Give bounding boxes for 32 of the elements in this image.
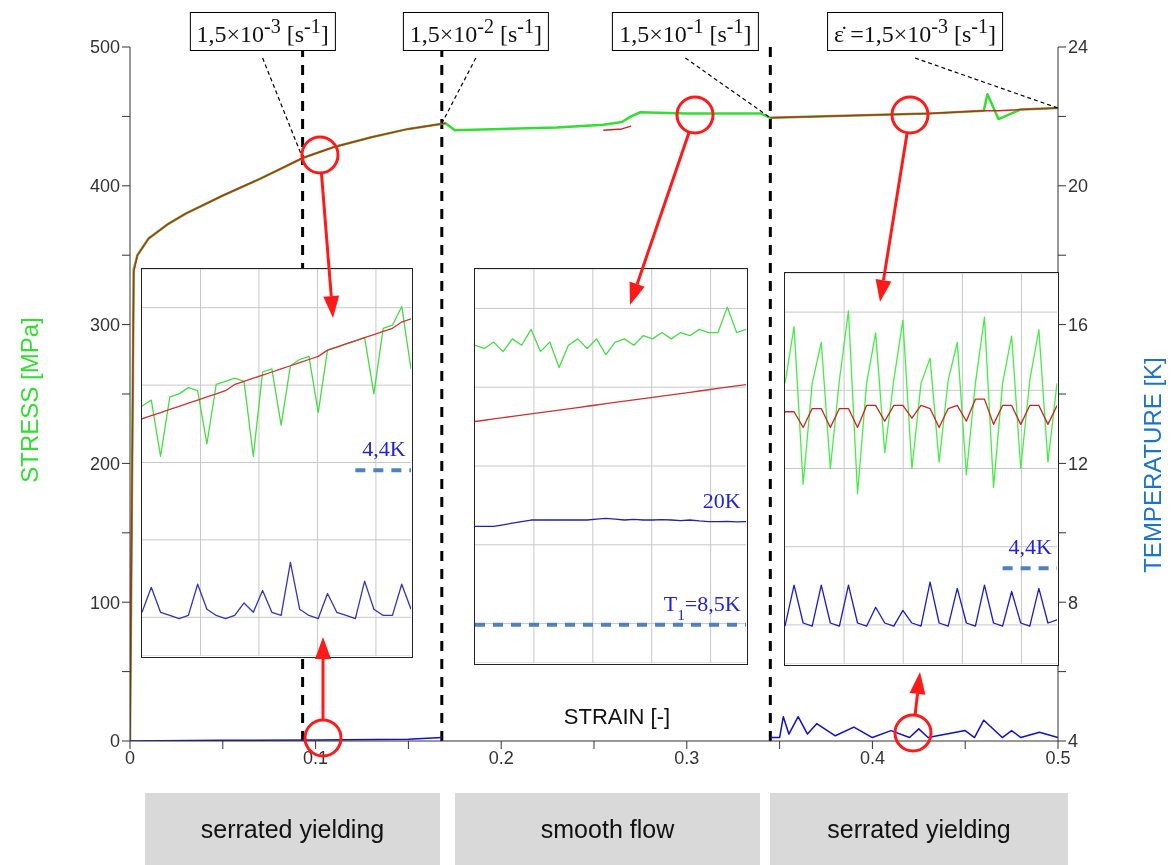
y-tick-label: 300 xyxy=(89,314,120,335)
series-label: T$_{1}$=8,5K xyxy=(663,590,741,623)
series-label: 4,4K xyxy=(362,436,406,462)
series-label: 4,4K xyxy=(1008,534,1053,560)
y-tick-label: 500 xyxy=(89,37,120,58)
text: smooth flow xyxy=(455,793,760,865)
annotation: ε̇ =1,5×10$^{-3}$ [s$^{-1}$] xyxy=(827,12,1003,51)
annotation: 1,5×10$^{-1}$ [s$^{-1}$] xyxy=(612,12,759,51)
x-tick-label: 0 xyxy=(124,747,136,768)
annotation: 1,5×10$^{-3}$ [s$^{-1}$] xyxy=(189,12,336,51)
y2-tick-label: 4 xyxy=(1068,731,1079,752)
y2-tick-label: 20 xyxy=(1068,176,1089,197)
text: serrated yielding xyxy=(770,793,1068,865)
y-tick-label: 400 xyxy=(89,176,120,197)
x-tick-label: 0.4 xyxy=(859,747,885,768)
y-tick-label: 0 xyxy=(109,731,120,752)
y2-axis-title: TEMPERATURE [K] xyxy=(1139,357,1167,573)
x-axis-title: STRAIN [-] xyxy=(563,704,671,730)
y-tick-label: 100 xyxy=(89,592,120,613)
y2-tick-label: 8 xyxy=(1068,592,1079,613)
series-label: 20K xyxy=(702,487,741,513)
y2-tick-label: 16 xyxy=(1068,314,1089,335)
y2-tick-label: 12 xyxy=(1068,453,1089,474)
text: serrated yielding xyxy=(145,793,440,865)
x-tick-label: 0.5 xyxy=(1045,747,1071,768)
x-tick-label: 0.3 xyxy=(674,747,700,768)
x-tick-label: 0.1 xyxy=(303,747,329,768)
annotation: 1,5×10$^{-2}$ [s$^{-1}$] xyxy=(402,12,549,51)
y-tick-label: 200 xyxy=(89,453,120,474)
y2-tick-label: 24 xyxy=(1068,37,1089,58)
y-axis-title: STRESS [MPa] xyxy=(16,317,44,483)
x-tick-label: 0.2 xyxy=(488,747,514,768)
